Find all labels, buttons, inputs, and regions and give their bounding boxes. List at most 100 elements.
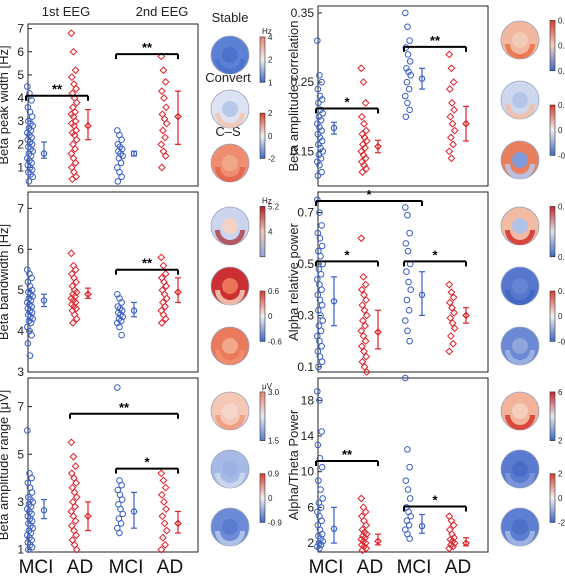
ad-data-point	[362, 368, 371, 376]
mci-data-point	[117, 317, 125, 325]
ad-data-point	[447, 133, 455, 142]
colorbar-tick-label: -0.1	[558, 337, 565, 346]
y-tick-label: 5	[17, 283, 24, 297]
group-mean	[174, 519, 182, 528]
mci-data-point	[25, 178, 33, 185]
mci-data-point	[318, 342, 325, 350]
colorbar	[259, 112, 266, 159]
ad-data-point	[445, 347, 454, 356]
ad-data-point	[69, 140, 77, 149]
group-mean	[330, 298, 338, 305]
mci-data-point	[315, 113, 323, 121]
mci-data-point	[25, 317, 33, 325]
ad-data-point	[72, 84, 81, 93]
mci-data-point	[115, 315, 123, 323]
topomap-center	[222, 218, 238, 234]
mci-data-point	[318, 428, 325, 435]
ad-data-point	[157, 253, 166, 262]
mci-data-point	[403, 65, 410, 72]
ad-data-point	[450, 324, 459, 333]
mci-data-point	[314, 37, 321, 44]
topomap-center	[512, 519, 528, 535]
ad-data-point	[159, 261, 168, 270]
topomap-region	[215, 415, 245, 430]
topomap-region	[215, 350, 245, 365]
ad-data-point	[357, 234, 366, 243]
ad-data-point	[67, 249, 76, 258]
mci-data-point	[319, 317, 327, 324]
colorbar-unit: Hz	[262, 196, 272, 205]
ad-data-point	[361, 280, 370, 289]
ad-data-point	[449, 542, 457, 551]
mci-data-point	[315, 477, 322, 484]
mci-data-point	[402, 317, 409, 324]
colorbar-tick-label: 6	[558, 388, 563, 397]
topomap-center	[222, 101, 238, 117]
mci-data-point	[406, 337, 413, 345]
colorbar-unit: μV	[262, 382, 273, 391]
ad-data-point	[361, 337, 370, 346]
mci-data-point	[407, 513, 415, 520]
mci-data-point	[119, 510, 126, 518]
ad-data-point	[161, 314, 170, 323]
mci-data-point	[24, 83, 31, 90]
ad-data-point	[70, 80, 78, 89]
mci-data-point	[25, 546, 32, 553]
topomap-region	[215, 531, 245, 546]
ad-data-point	[157, 140, 166, 149]
ad-data-point	[159, 533, 167, 542]
mci-data-point	[407, 286, 415, 294]
colorbar-tick-label: -0.9	[268, 518, 282, 527]
mci-data-point	[317, 541, 325, 549]
significance-label: **	[430, 33, 441, 48]
mci-data-point	[115, 309, 122, 316]
mci-data-point	[315, 151, 323, 159]
mci-data-point	[404, 51, 412, 58]
ad-data-point	[71, 265, 80, 274]
topomap-region	[505, 350, 535, 365]
ad-data-point	[72, 98, 81, 107]
y-tick-label: 1	[17, 543, 24, 557]
topomap-center	[222, 338, 238, 354]
y-tick-label: 3	[17, 495, 24, 509]
ad-data-point	[72, 172, 81, 181]
mci-data-point	[26, 307, 34, 314]
plot-frame	[27, 191, 199, 373]
ad-data-point	[69, 154, 78, 163]
mci-data-point	[316, 234, 324, 242]
y-tick-label: 5	[17, 68, 24, 82]
ad-data-point	[359, 503, 368, 512]
colorbar-tick-label: 1.5	[268, 437, 280, 446]
ad-data-point	[359, 78, 368, 87]
y-axis-label: Beta peak width [Hz]	[0, 45, 11, 164]
mci-data-point	[318, 358, 326, 366]
group-mean	[84, 290, 92, 299]
ad-data-point	[161, 133, 169, 142]
topomap-region	[215, 59, 245, 74]
colorbar-tick-label: -0.06	[558, 151, 565, 160]
y-tick-label: 14	[301, 429, 315, 443]
y-tick-label: 0.35	[291, 6, 315, 20]
ad-data-point	[71, 517, 80, 525]
ad-data-point	[361, 507, 370, 516]
mci-data-point	[315, 363, 322, 371]
significance-label: *	[144, 455, 150, 470]
mci-data-point	[116, 323, 123, 331]
ad-data-point	[358, 546, 367, 555]
y-tick-label: 1	[17, 160, 24, 174]
y-tick-label: 0.15	[291, 144, 315, 158]
ad-data-point	[360, 347, 368, 356]
mci-data-point	[405, 306, 413, 314]
group-mean	[374, 328, 382, 336]
mci-data-point	[319, 110, 327, 117]
ad-data-point	[360, 516, 368, 525]
colorbar-tick-label: -2	[268, 154, 276, 163]
topomap-center	[222, 47, 238, 63]
ad-data-point	[160, 290, 169, 299]
ad-data-point	[72, 545, 81, 554]
ad-data-point	[446, 112, 455, 121]
mci-data-point	[402, 240, 410, 247]
y-tick-label: 7	[17, 22, 24, 36]
